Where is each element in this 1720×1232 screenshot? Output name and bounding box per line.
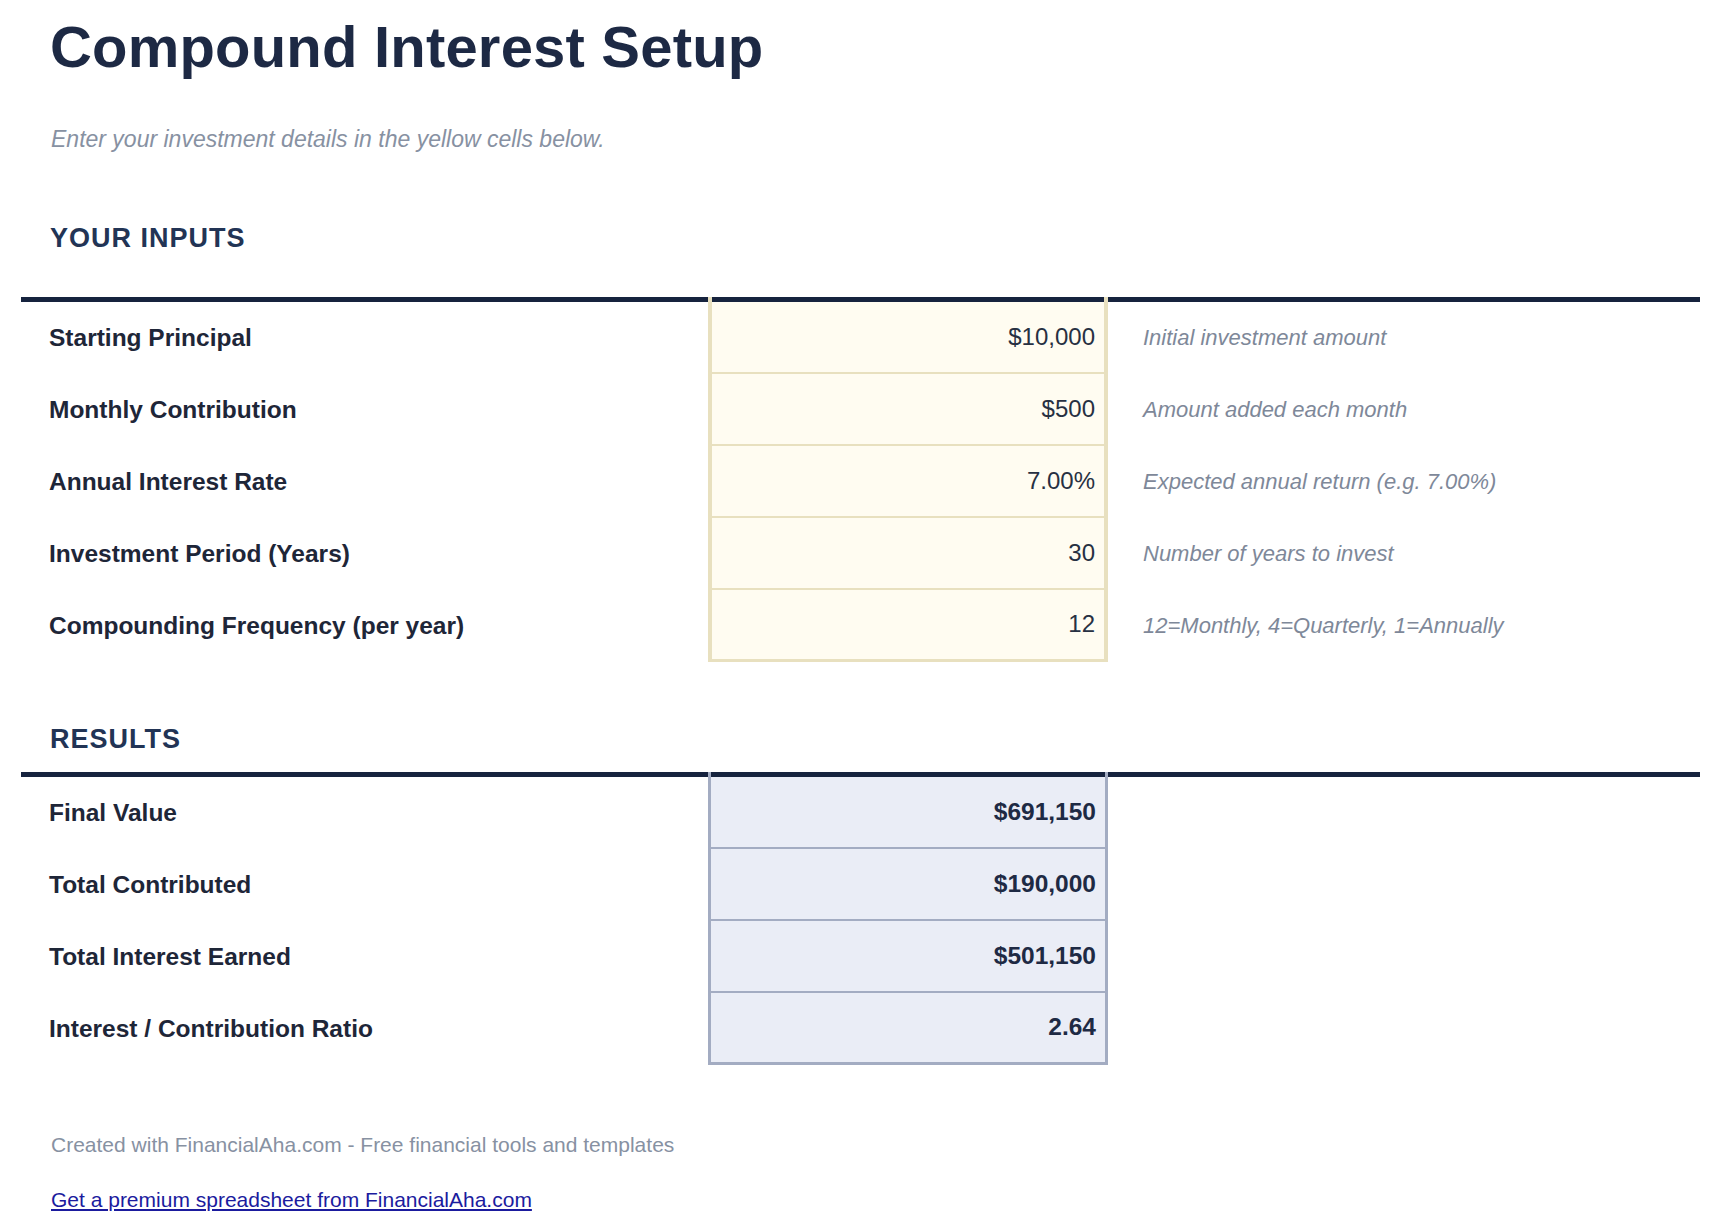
page-subtitle: Enter your investment details in the yel…	[51, 125, 1720, 153]
input-description: 12=Monthly, 4=Quarterly, 1=Annually	[1108, 590, 1700, 662]
input-cell-annual-interest-rate[interactable]: 7.00%	[712, 446, 1104, 518]
inputs-value-column-inner: $10,000 $500 7.00% 30 12	[712, 297, 1104, 662]
premium-spreadsheet-link[interactable]: Get a premium spreadsheet from Financial…	[51, 1187, 532, 1213]
result-label-total-contributed: Total Contributed	[21, 849, 708, 921]
results-table: Final Value Total Contributed Total Inte…	[21, 772, 1700, 1065]
inputs-section-heading: YOUR INPUTS	[50, 222, 1720, 255]
input-label-starting-principal: Starting Principal	[21, 302, 708, 374]
input-label-monthly-contribution: Monthly Contribution	[21, 374, 708, 446]
input-description: Initial investment amount	[1108, 302, 1700, 374]
input-cell-monthly-contribution[interactable]: $500	[712, 374, 1104, 446]
input-label-investment-period: Investment Period (Years)	[21, 518, 708, 590]
result-label-interest-contribution-ratio: Interest / Contribution Ratio	[21, 993, 708, 1065]
result-label-total-interest-earned: Total Interest Earned	[21, 921, 708, 993]
input-cell-compounding-frequency[interactable]: 12	[712, 590, 1104, 662]
input-description: Expected annual return (e.g. 7.00%)	[1108, 446, 1700, 518]
input-description: Amount added each month	[1108, 374, 1700, 446]
results-section-heading: RESULTS	[50, 723, 1720, 756]
results-spacer-column	[1108, 772, 1700, 1065]
result-cell-interest-contribution-ratio: 2.64	[711, 993, 1105, 1065]
input-cell-investment-period[interactable]: 30	[712, 518, 1104, 590]
result-cell-total-interest-earned: $501,150	[711, 921, 1105, 993]
results-value-column-inner: $691,150 $190,000 $501,150 2.64	[711, 772, 1105, 1065]
footer-credit-text: Created with FinancialAha.com - Free fin…	[51, 1132, 1720, 1158]
results-label-column: Final Value Total Contributed Total Inte…	[21, 772, 708, 1065]
result-cell-total-contributed: $190,000	[711, 849, 1105, 921]
inputs-table: Starting Principal Monthly Contribution …	[21, 297, 1700, 662]
results-value-column: $691,150 $190,000 $501,150 2.64	[708, 772, 1108, 1065]
input-description: Number of years to invest	[1108, 518, 1700, 590]
inputs-value-column: $10,000 $500 7.00% 30 12	[708, 297, 1108, 662]
result-cell-final-value: $691,150	[711, 777, 1105, 849]
input-cell-starting-principal[interactable]: $10,000	[712, 302, 1104, 374]
page-title: Compound Interest Setup	[50, 14, 1720, 81]
input-label-compounding-frequency: Compounding Frequency (per year)	[21, 590, 708, 662]
inputs-label-column: Starting Principal Monthly Contribution …	[21, 297, 708, 662]
result-label-final-value: Final Value	[21, 777, 708, 849]
input-label-annual-interest-rate: Annual Interest Rate	[21, 446, 708, 518]
compound-interest-page: Compound Interest Setup Enter your inves…	[0, 14, 1720, 1232]
inputs-description-column: Initial investment amount Amount added e…	[1108, 297, 1700, 662]
